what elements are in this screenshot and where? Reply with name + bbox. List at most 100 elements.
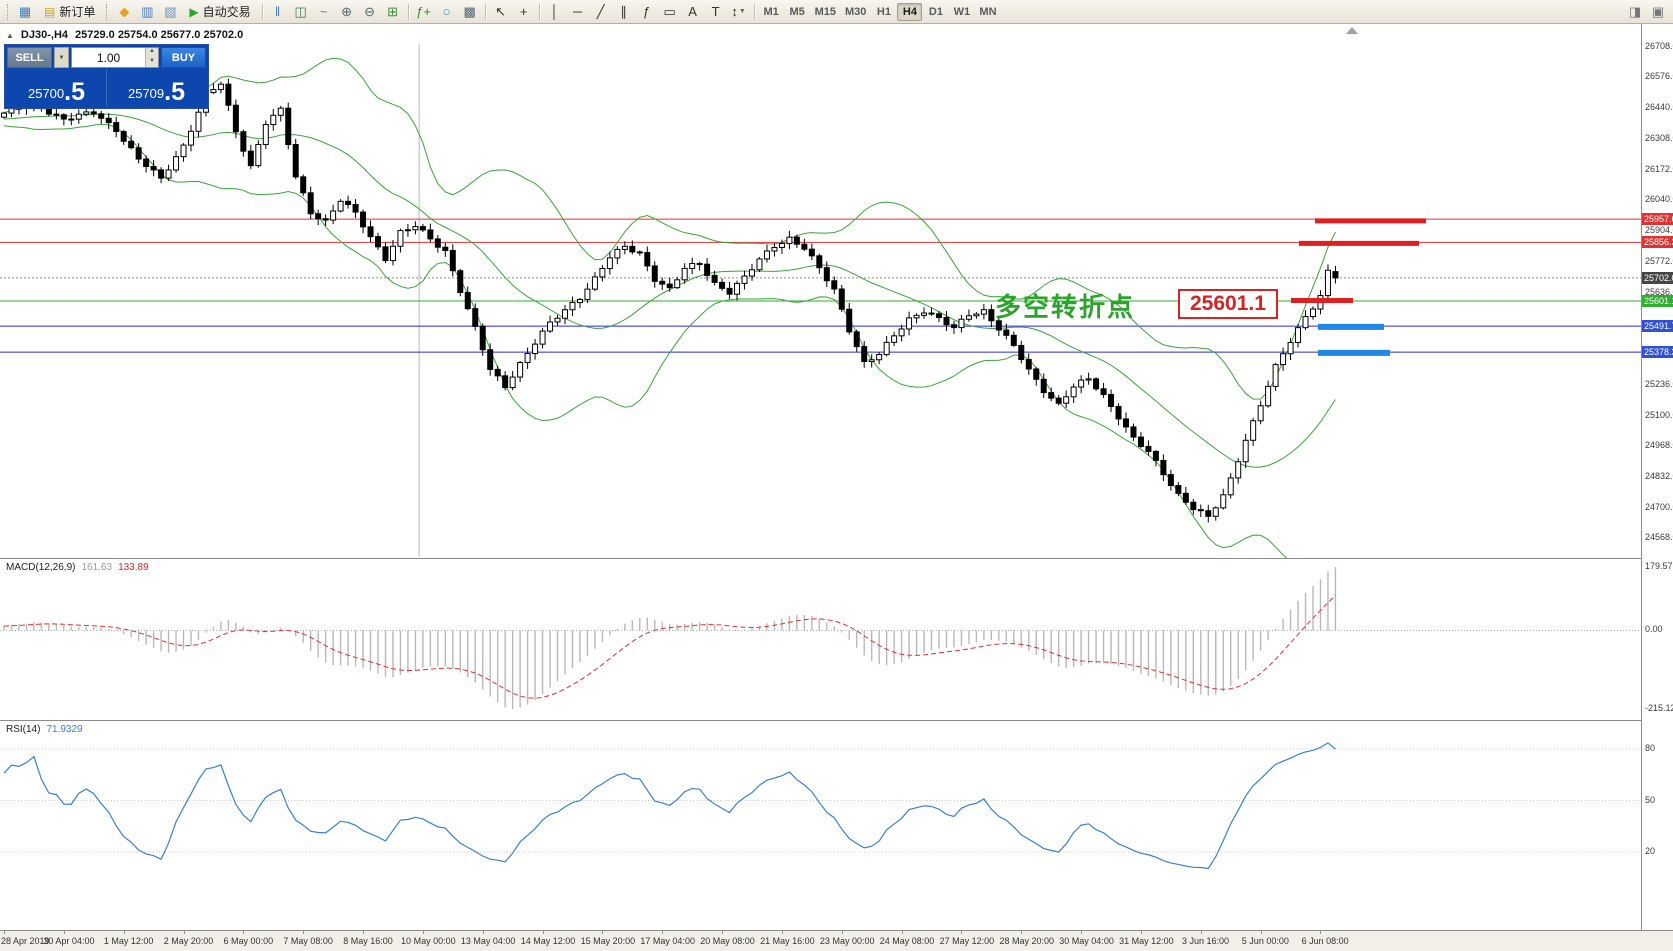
price-axis-label: 24968.0: [1645, 440, 1673, 451]
new-order-button-label: 新订单: [59, 5, 96, 19]
line-chart-icon[interactable]: ~: [319, 4, 328, 19]
time-axis-label: 23 May 00:00: [819, 936, 875, 946]
trade-settings-dropdown-icon[interactable]: ▼: [54, 47, 69, 68]
periods-icon[interactable]: ○: [442, 4, 451, 19]
autotrading-button[interactable]: ▶ 自动交易: [182, 2, 257, 22]
toolbar-customize-icon[interactable]: ◨: [1628, 3, 1642, 19]
tile-windows-icon[interactable]: ⊞: [387, 3, 399, 19]
channel-icon[interactable]: ∥: [620, 3, 627, 19]
arrows-icon[interactable]: ↕ ▼: [731, 4, 746, 19]
rsi-name: RSI(14): [6, 724, 41, 735]
price-badge: 25957.6: [1642, 213, 1673, 226]
market-watch-icon[interactable]: ▥: [141, 3, 154, 19]
zoom-out-icon[interactable]: ⊖: [364, 3, 376, 19]
vertical-line-icon[interactable]: │: [550, 4, 559, 19]
shapes-icon[interactable]: ▭: [663, 3, 676, 19]
price-chart-canvas[interactable]: [0, 24, 1641, 558]
indicators-icon[interactable]: ƒ+: [416, 4, 432, 19]
rsi-indicator-panel[interactable]: RSI(14) 71.9329: [0, 720, 1641, 930]
timeframe-h4[interactable]: H4: [897, 2, 923, 21]
time-tick: [303, 931, 305, 934]
chart-properties-icon[interactable]: ▩: [463, 3, 476, 19]
price-axis-label: 25100.0: [1645, 409, 1673, 420]
time-axis-label: 17 May 04:00: [640, 936, 695, 946]
rsi-scale-label: 20: [1645, 846, 1656, 856]
zoom-in-icon[interactable]: ⊕: [341, 3, 353, 19]
text-icon[interactable]: A: [688, 4, 697, 19]
volume-input[interactable]: [72, 48, 145, 67]
price-axis-label: 26040.0: [1645, 194, 1673, 205]
bar-chart-icon[interactable]: ǁ: [274, 4, 281, 19]
macd-signal-line: [3, 595, 1336, 699]
cursor-icon[interactable]: ↖: [495, 3, 507, 19]
macd-indicator-panel[interactable]: MACD(12,26,9) 161.63 133.89: [0, 558, 1641, 720]
price-axis[interactable]: 26708.0 26576.0 26440.0 26308.0 26172.0 26040…: [1641, 24, 1673, 930]
timeframe-h1[interactable]: H1: [876, 5, 891, 18]
time-tick: [662, 931, 664, 934]
collapse-icon[interactable]: ▲: [6, 30, 14, 40]
macd-scale-label: 0.00: [1645, 624, 1663, 635]
price-axis-label: 25236.0: [1645, 378, 1673, 389]
text-label-icon[interactable]: T: [711, 4, 720, 19]
volume-up-icon[interactable]: ▲: [149, 48, 155, 54]
sell-button[interactable]: SELL: [7, 47, 52, 68]
toolbar-more-icon[interactable]: ▣: [1651, 3, 1665, 19]
timeframe-m15[interactable]: M15: [814, 5, 837, 18]
volume-spinner: ▲ ▼: [145, 48, 158, 67]
time-axis-label: 24 May 08:00: [879, 936, 935, 946]
time-tick: [961, 931, 963, 934]
timeframe-d1[interactable]: D1: [928, 5, 943, 18]
crosshair-icon[interactable]: +: [519, 4, 528, 19]
price-axis-label: 26440.0: [1645, 102, 1673, 113]
macd-name: MACD(12,26,9): [6, 562, 76, 573]
timeframe-m5[interactable]: M5: [789, 5, 805, 18]
price-axis-label: 26708.0: [1645, 41, 1673, 51]
toolbar-separator: [484, 3, 486, 20]
price-axis-label: 25772.0: [1645, 255, 1673, 266]
time-axis-label: 10 May 00:00: [401, 936, 456, 946]
sell-price[interactable]: 25700.5: [7, 69, 106, 106]
volume-down-icon[interactable]: ▼: [149, 57, 155, 64]
dropdown-arrow-icon: ▼: [738, 8, 746, 15]
macd-label: MACD(12,26,9) 161.63 133.89: [6, 562, 149, 573]
time-axis-label: 13 May 04:00: [460, 936, 516, 946]
time-axis[interactable]: 28 Apr 2019 30 Apr 04:00 1 May 12:00 2 May …: [0, 930, 1673, 951]
rsi-canvas[interactable]: [0, 721, 1641, 930]
price-badge: 25601.1: [1642, 294, 1673, 307]
timeframe-m1[interactable]: M1: [763, 5, 779, 18]
price-axis-label: 26308.0: [1645, 132, 1673, 143]
candlestick-chart-icon[interactable]: ◫: [294, 3, 307, 19]
buy-price-big: .5: [164, 77, 185, 106]
terminal-icon[interactable]: ▧: [164, 3, 177, 19]
time-axis-label: 1 May 12:00: [103, 936, 154, 946]
time-axis-label: 30 Apr 04:00: [43, 936, 95, 946]
timeframe-w1[interactable]: W1: [953, 5, 971, 18]
macd-canvas[interactable]: [0, 559, 1641, 720]
time-tick: [841, 931, 843, 934]
price-chart-panel[interactable]: ▲ DJ30-,H4 25729.0 25754.0 25677.0 25702…: [0, 24, 1641, 558]
time-tick: [63, 931, 65, 934]
time-tick: [542, 931, 544, 934]
horizontal-line-icon[interactable]: ─: [573, 4, 583, 19]
volume-field: ▲ ▼: [71, 47, 159, 68]
new-chart-icon[interactable]: ▦: [18, 3, 32, 19]
metaeditor-icon[interactable]: ◆: [119, 3, 130, 19]
time-tick: [781, 931, 783, 934]
time-axis-label: 2 May 20:00: [163, 936, 214, 946]
timeframe-mn[interactable]: MN: [979, 5, 997, 18]
sell-price-main: 25700: [27, 86, 65, 101]
buy-button[interactable]: BUY: [161, 47, 206, 68]
new-order-button[interactable]: ▤ 新订单: [37, 2, 102, 22]
rsi-scale-label: 50: [1645, 794, 1656, 805]
trendline-icon[interactable]: ╱: [596, 3, 605, 19]
pivot-annotation-text: 多空转折点: [995, 292, 1136, 322]
time-tick: [1320, 931, 1322, 934]
fibonacci-icon[interactable]: ƒ: [642, 4, 651, 19]
buy-price[interactable]: 25709.5: [107, 69, 206, 106]
time-tick: [482, 931, 484, 934]
time-tick: [722, 931, 724, 934]
chart-shift-marker: [1346, 27, 1358, 34]
timeframe-m30[interactable]: M30: [845, 5, 867, 18]
time-axis-label: 31 May 12:00: [1119, 936, 1174, 946]
